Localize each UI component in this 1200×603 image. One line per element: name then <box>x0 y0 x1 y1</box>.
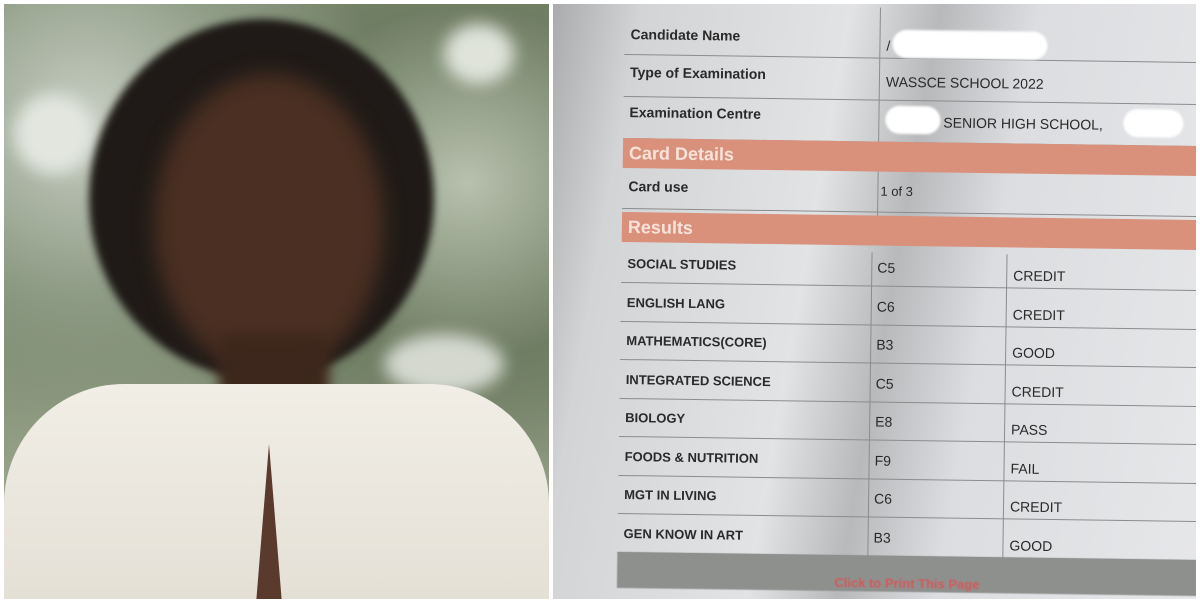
redaction <box>1123 108 1184 138</box>
redaction <box>885 105 941 135</box>
result-grade: B3 <box>873 529 891 546</box>
result-remark: CREDIT <box>1013 267 1066 285</box>
results-table: SOCIAL STUDIES C5 CREDIT ENGLISH LANG C6 CRED… <box>617 4 1196 561</box>
result-slip: Candidate Name / Type of Examination WAS… <box>616 4 1196 599</box>
print-bar: Click to Print This Page <box>616 551 1196 597</box>
result-remark: CREDIT <box>1009 498 1063 516</box>
result-subject: INTEGRATED SCIENCE <box>625 371 771 389</box>
result-remark: FAIL <box>1010 459 1040 477</box>
result-remark: CREDIT <box>1012 305 1065 323</box>
blurred-face <box>154 74 384 374</box>
row-label: Candidate Name <box>630 26 741 44</box>
result-grade: B3 <box>876 336 894 353</box>
row-value: WASSCE SCHOOL 2022 <box>885 73 1044 92</box>
portrait-photo <box>4 4 549 599</box>
row-label: Examination Centre <box>629 104 762 122</box>
row-value: 1 of 3 <box>880 183 914 200</box>
result-subject: ENGLISH LANG <box>626 294 726 311</box>
result-subject: MGT IN LIVING <box>624 487 717 504</box>
row-value: / <box>886 37 891 54</box>
bokeh-light <box>444 24 514 84</box>
result-remark: PASS <box>1010 421 1048 438</box>
redaction <box>892 29 1048 60</box>
result-grade: C6 <box>874 490 893 507</box>
result-grade: C6 <box>876 298 895 315</box>
result-remark: GOOD <box>1012 344 1056 362</box>
print-link[interactable]: Click to Print This Page <box>834 574 980 593</box>
result-subject: GEN KNOW IN ART <box>623 525 744 543</box>
result-remark: CREDIT <box>1011 382 1064 400</box>
row-label: Card use <box>628 178 689 195</box>
card-use-row: Card use 1 of 3 <box>622 167 1196 218</box>
row-label: Type of Examination <box>629 64 767 82</box>
result-remark: GOOD <box>1009 536 1053 554</box>
row-value: SENIOR HIGH SCHOOL, <box>943 114 1103 133</box>
bokeh-light <box>14 94 94 174</box>
result-grade: C5 <box>875 375 894 392</box>
result-grade: F9 <box>874 452 892 469</box>
result-grade: E8 <box>875 413 893 430</box>
result-subject: FOODS & NUTRITION <box>624 448 759 466</box>
result-subject: MATHEMATICS(CORE) <box>626 333 767 351</box>
result-slip-photo: Candidate Name / Type of Examination WAS… <box>553 4 1196 599</box>
result-subject: BIOLOGY <box>625 410 686 426</box>
result-grade: C5 <box>877 259 896 276</box>
result-subject: SOCIAL STUDIES <box>627 256 737 273</box>
